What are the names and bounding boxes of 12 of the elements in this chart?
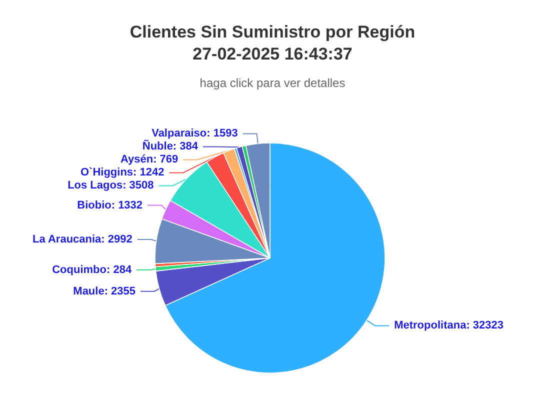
chart-subtitle: haga click para ver detalles [200,76,346,90]
slice-label: Los Lagos: 3508 [68,180,154,192]
slice-label: Biobio: 1332 [77,199,143,212]
chart-title: Clientes Sin Suministro por Región 27-02-2025 16:43:37 [130,22,416,64]
slice-label: Metropolitana: 32323 [394,320,504,332]
slice-label: Coquimbo: 284 [52,264,132,276]
slice-label: Valparaiso: 1593 [152,128,238,140]
slice-label: Ñuble: 384 [142,140,199,153]
slice-label: La Araucania: 2992 [32,233,132,246]
slice-label: Aysén: 769 [120,154,178,166]
slice-label: Maule: 2355 [73,285,136,298]
slice-label: O`Higgins: 1242 [80,166,164,179]
